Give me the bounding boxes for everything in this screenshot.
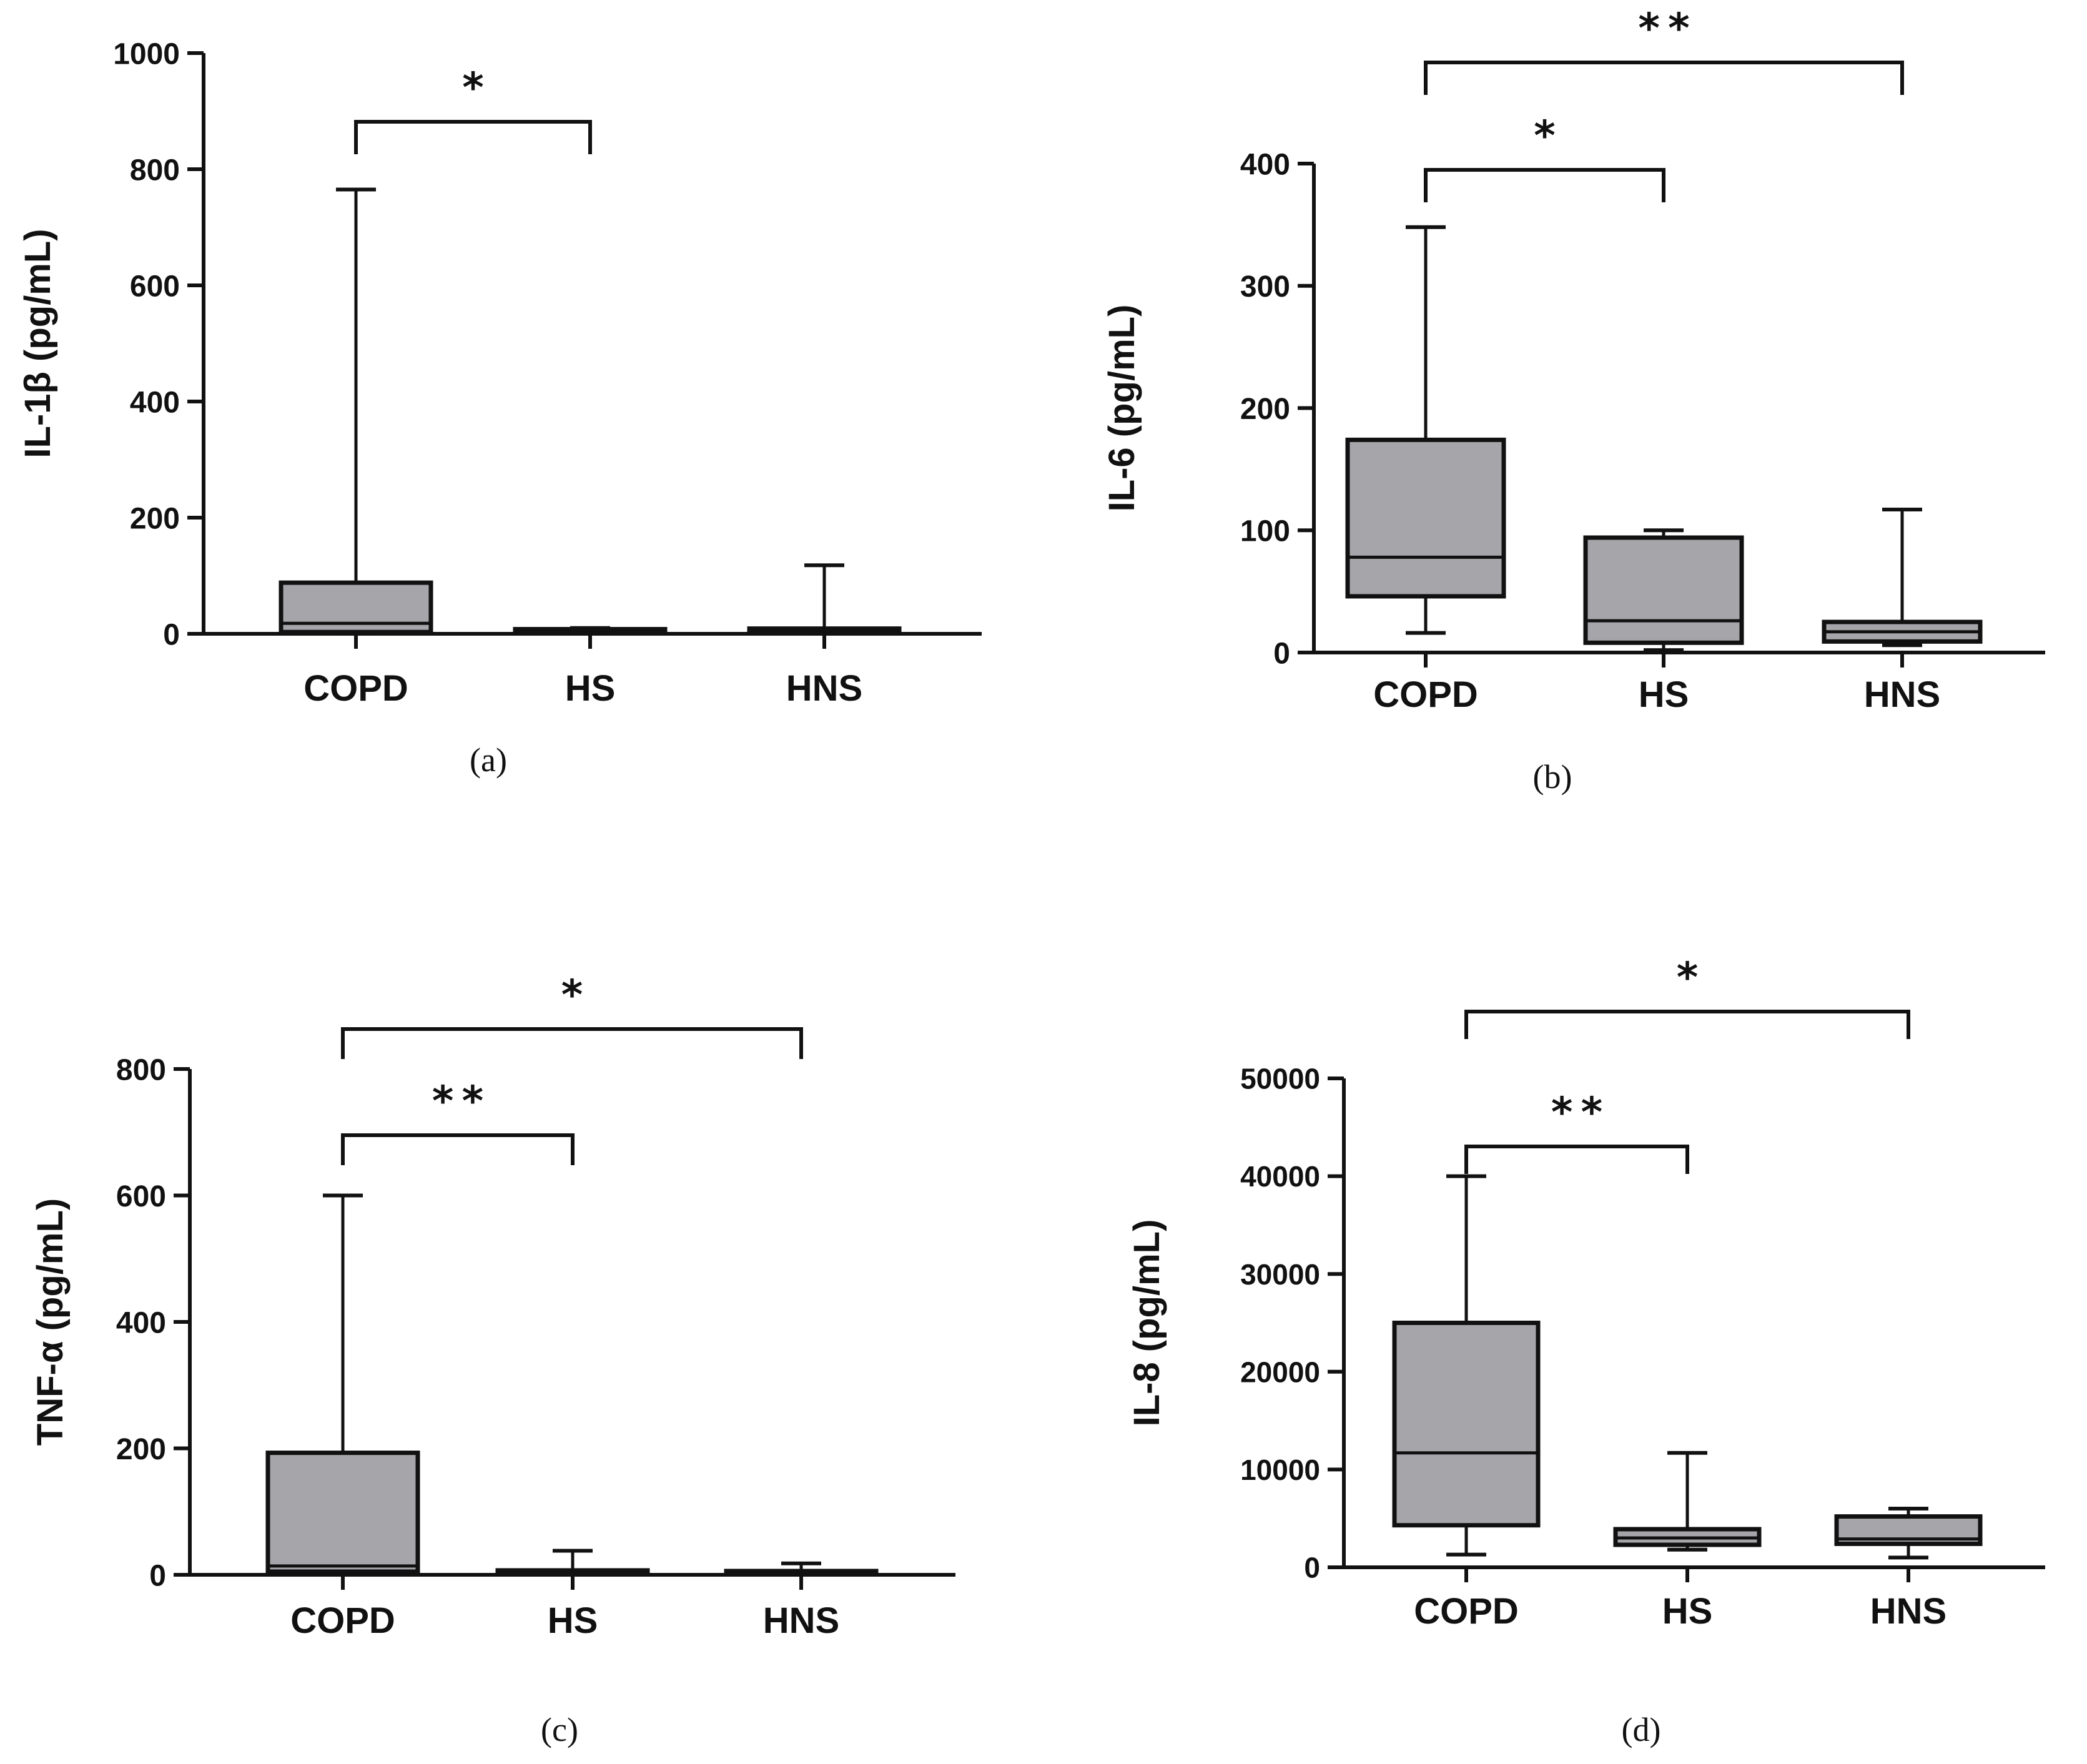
y-tick-label: 0 — [163, 618, 180, 651]
y-tick-label: 600 — [116, 1180, 166, 1213]
y-tick-label: 40000 — [1240, 1160, 1320, 1193]
box-hs — [513, 626, 668, 635]
y-tick-label: 200 — [116, 1433, 166, 1466]
category-label-copd: COPD — [290, 1600, 395, 1641]
y-tick-label: 0 — [149, 1559, 166, 1592]
box-copd — [279, 187, 433, 635]
box-iqr — [1392, 1321, 1541, 1528]
category-label-hns: HNS — [1864, 674, 1940, 715]
y-tick-label: 30000 — [1240, 1258, 1320, 1291]
significance-label: * * — [1551, 1088, 1602, 1136]
panel-caption: (a) — [470, 741, 507, 779]
panel-caption: (c) — [541, 1711, 578, 1748]
y-tick-label: 100 — [1240, 515, 1290, 548]
category-label-hs: HS — [1639, 674, 1689, 715]
box-copd — [1392, 1174, 1541, 1557]
box-iqr — [1583, 535, 1744, 645]
panel-b: 0 100 200 300 400 IL-6 (pg/mL) COPD HS HNS * * * (b… — [1102, 4, 2045, 796]
y-axis-title: IL-6 (pg/mL) — [1102, 305, 1142, 512]
category-label-hns: HNS — [1870, 1591, 1946, 1632]
bracket-line — [1424, 168, 1665, 202]
significance-label: * * — [1638, 4, 1689, 52]
y-tick-label: 200 — [1240, 393, 1290, 426]
y-tick-label: 20000 — [1240, 1356, 1320, 1388]
significance-bracket: * * — [1464, 1088, 1689, 1174]
bracket-line — [341, 1133, 575, 1165]
significance-label: * — [462, 64, 484, 112]
significance-bracket: * * — [1424, 4, 1904, 95]
bracket-line — [1424, 61, 1904, 95]
box-hs — [1613, 1451, 1762, 1552]
y-tick-label: 0 — [1304, 1552, 1320, 1584]
significance-bracket: * — [341, 971, 803, 1059]
bracket-line — [1464, 1145, 1689, 1174]
box-copd — [265, 1193, 420, 1575]
y-axis-title: IL-8 (pg/mL) — [1127, 1220, 1167, 1427]
significance-label: * * — [432, 1077, 483, 1125]
significance-label: * — [561, 971, 583, 1019]
y-tick-label: 50000 — [1240, 1063, 1320, 1095]
box-hns — [747, 563, 902, 635]
box-hs — [495, 1549, 650, 1576]
y-axis-title: TNF-α (pg/mL) — [30, 1198, 71, 1446]
y-tick-label: 1000 — [113, 37, 180, 71]
y-tick-label: 200 — [130, 502, 180, 535]
bracket-line — [1464, 1010, 1910, 1039]
box-hns — [1834, 1507, 1983, 1560]
bracket-line — [354, 120, 592, 154]
category-label-hns: HNS — [786, 668, 862, 709]
box-hns — [1822, 507, 1983, 648]
significance-label: * — [1677, 953, 1699, 1002]
significance-bracket: * — [1424, 112, 1665, 202]
category-label-copd: COPD — [1373, 674, 1478, 715]
y-tick-label: 800 — [116, 1053, 166, 1086]
significance-bracket: * — [354, 64, 592, 154]
panel-c: 0 200 400 600 800 TNF-α (pg/mL) COPD HS HNS * * * (… — [30, 971, 955, 1748]
category-label-hs: HS — [565, 668, 616, 709]
box-iqr — [1345, 437, 1506, 599]
bracket-line — [341, 1027, 803, 1059]
box-hs — [1583, 528, 1744, 653]
panel-caption: (d) — [1622, 1711, 1661, 1748]
category-label-copd: COPD — [1414, 1591, 1519, 1632]
y-tick-label: 300 — [1240, 270, 1290, 303]
category-label-hs: HS — [1662, 1591, 1713, 1632]
category-label-copd: COPD — [303, 668, 408, 709]
y-tick-label: 400 — [1240, 148, 1290, 181]
significance-label: * — [1534, 112, 1556, 160]
box-copd — [1345, 225, 1506, 635]
box-hns — [724, 1561, 879, 1576]
y-axis-title: IL-1β (pg/mL) — [17, 229, 58, 458]
panel-a: 0 200 400 600 800 1000 IL-1β (pg/mL) COPD HS HNS *… — [17, 37, 982, 779]
significance-bracket: * * — [341, 1077, 575, 1165]
significance-bracket: * — [1464, 953, 1910, 1039]
y-tick-label: 0 — [1273, 637, 1290, 670]
y-tick-label: 600 — [130, 270, 180, 303]
box-iqr — [265, 1451, 420, 1574]
category-label-hns: HNS — [763, 1600, 839, 1641]
y-tick-label: 400 — [116, 1306, 166, 1339]
y-tick-label: 400 — [130, 386, 180, 419]
y-tick-label: 10000 — [1240, 1454, 1320, 1486]
panel-d: 0 10000 20000 30000 40000 50000 IL-8 (pg/mL) CO… — [1127, 953, 2045, 1748]
category-label-hs: HS — [548, 1600, 598, 1641]
panel-caption: (b) — [1533, 758, 1572, 796]
y-tick-label: 800 — [130, 154, 180, 187]
